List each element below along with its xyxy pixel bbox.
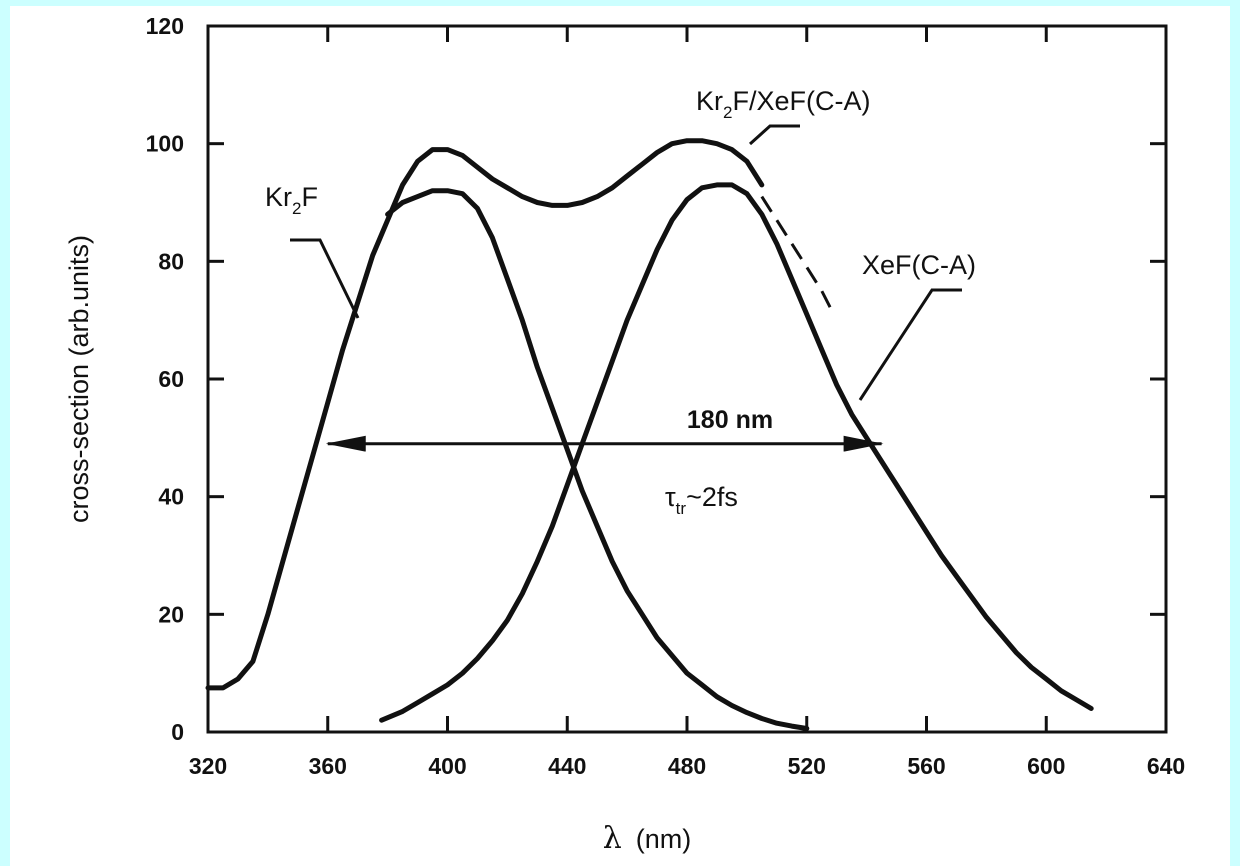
x-axis-title: λ (nm) xyxy=(603,821,692,856)
y-tick-label: 80 xyxy=(158,248,184,274)
series-label-sum: Kr2F/XeF(C-A) xyxy=(696,86,870,122)
series-dashed-extension xyxy=(760,195,833,310)
x-tick-label: 600 xyxy=(1027,753,1065,779)
series-label-kr2f-main: Kr xyxy=(265,182,292,212)
series-label-kr2f: Kr2F xyxy=(265,182,318,218)
tau-subscript: tr xyxy=(676,499,687,518)
y-tick-label: 60 xyxy=(158,366,184,392)
leader-line-xef xyxy=(858,288,962,401)
tau-label: τtr~2fs xyxy=(665,482,738,518)
x-tick-label: 440 xyxy=(548,753,586,779)
series-label-kr2f-tail: F xyxy=(301,182,318,212)
series-layer xyxy=(205,138,1094,731)
leader-line-sum xyxy=(748,124,800,146)
ticks-layer: 320 360 400 440 480 520 560 600 640 0 20 40 60 80 100 1… xyxy=(64,13,1185,856)
fwhm-label: 180 nm xyxy=(687,406,773,434)
leader-line-kr2f xyxy=(290,238,360,319)
x-tick-label: 560 xyxy=(907,753,945,779)
tau-symbol: τ xyxy=(665,482,676,512)
x-tick-label: 640 xyxy=(1147,753,1185,779)
x-axis-unit: (nm) xyxy=(636,824,692,854)
y-tick-label: 120 xyxy=(146,13,184,39)
chart-svg: 320 360 400 440 480 520 560 600 640 0 20 40 60 80 100 1… xyxy=(64,13,1185,856)
series-label-sum-sub: 2 xyxy=(723,103,732,122)
plot-frame-layer xyxy=(206,24,1168,734)
x-tick-label: 320 xyxy=(189,753,227,779)
chart-stage: 320 360 400 440 480 520 560 600 640 0 20 40 60 80 100 1… xyxy=(10,6,1230,866)
series-line-xef xyxy=(379,182,1094,723)
tau-tail: ~2fs xyxy=(686,482,738,512)
y-tick-label: 20 xyxy=(158,601,184,627)
series-line-sum xyxy=(205,138,765,691)
x-tick-label: 520 xyxy=(788,753,826,779)
x-tick-label: 480 xyxy=(668,753,706,779)
x-axis-symbol: λ xyxy=(603,821,622,856)
y-tick-label: 0 xyxy=(171,719,184,745)
y-axis-title: cross-section (arb.units) xyxy=(64,235,94,523)
series-label-kr2f-sub: 2 xyxy=(292,199,301,218)
x-tick-label: 400 xyxy=(428,753,466,779)
plot-frame xyxy=(206,24,1168,734)
series-label-sum-main: Kr xyxy=(696,86,723,116)
y-tick-label: 40 xyxy=(158,484,184,510)
x-tick-label: 360 xyxy=(309,753,347,779)
series-label-xef: XeF(C-A) xyxy=(862,250,976,280)
series-line-kr2f xyxy=(385,188,810,731)
series-label-sum-tail: F/XeF(C-A) xyxy=(732,86,870,116)
y-tick-label: 100 xyxy=(146,131,184,157)
